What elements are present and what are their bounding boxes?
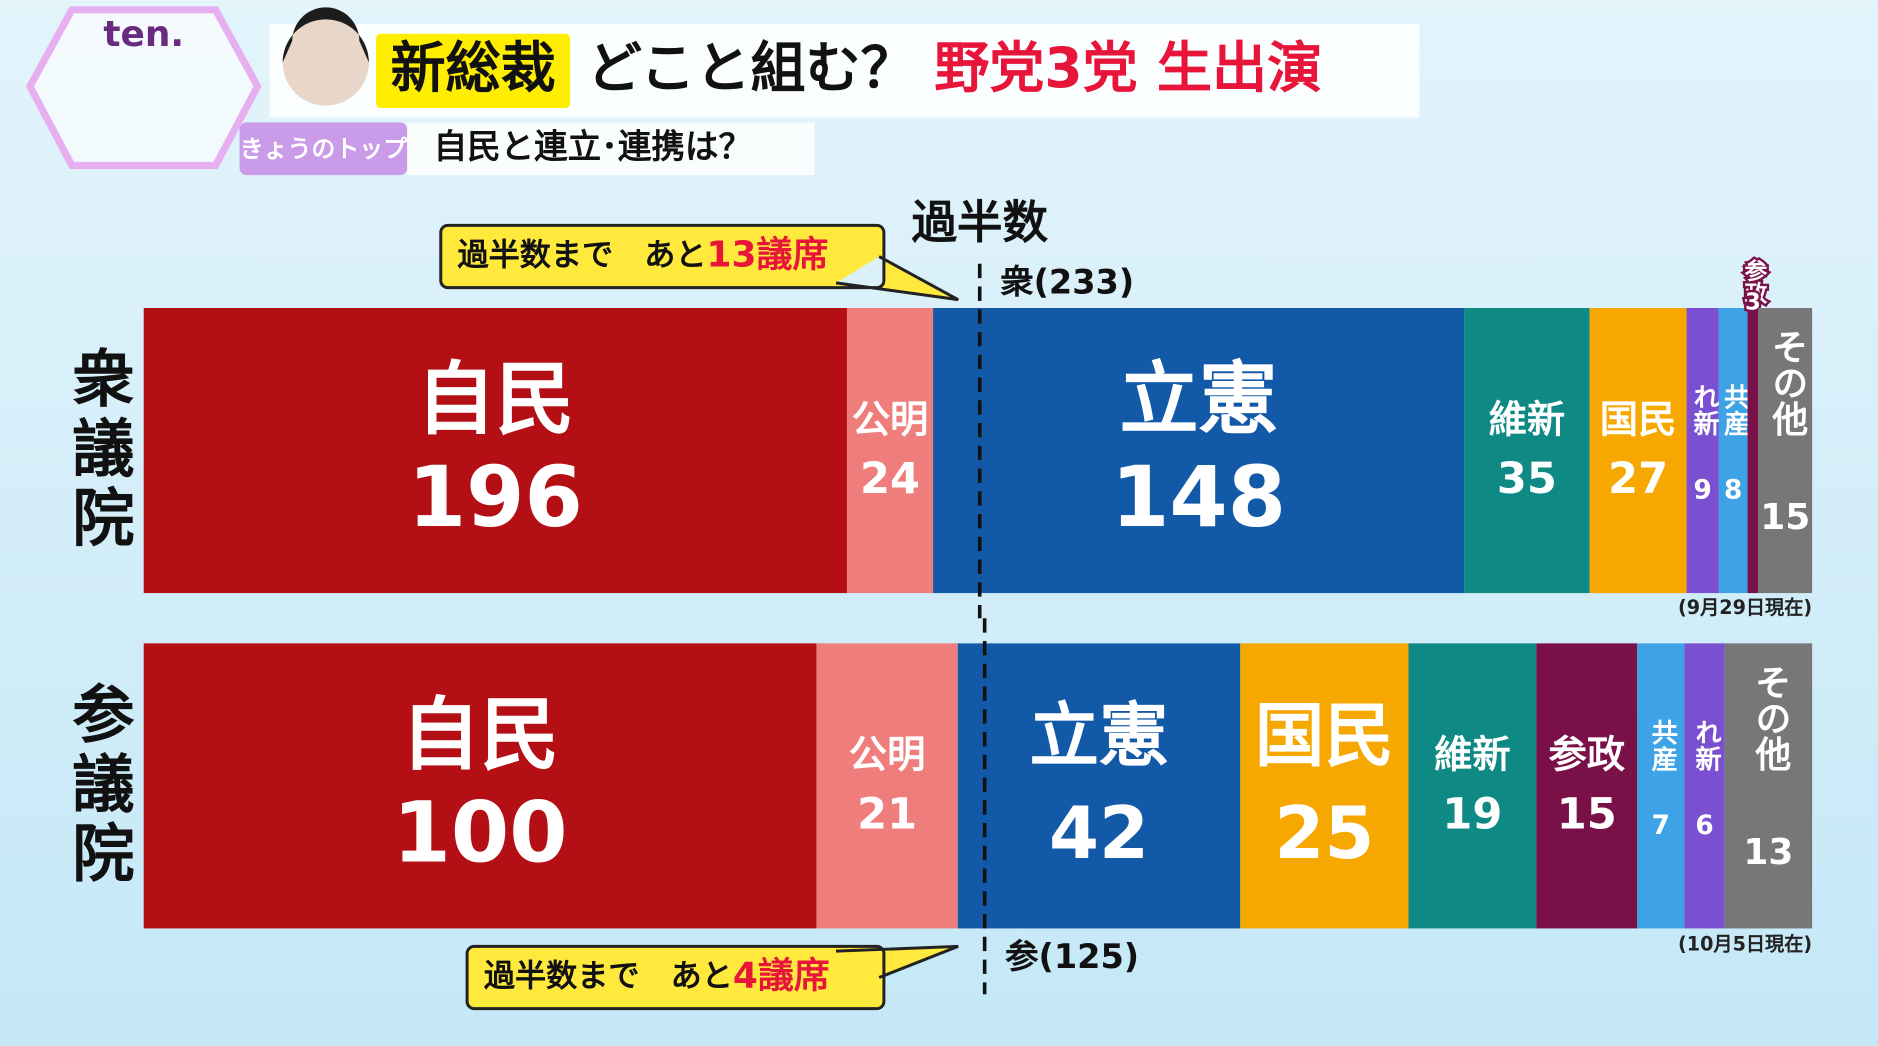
highlight: 新総裁 (390, 36, 555, 100)
segment-name: れ新 (1688, 383, 1719, 436)
note: (9月29日現在) (1678, 596, 1812, 619)
bar-segment (1637, 643, 1685, 929)
tag: きょうのトップ (240, 135, 408, 163)
row-label: 参議院 (61, 681, 134, 890)
callout-unit: 議席 (758, 956, 830, 997)
tag-box (239, 122, 408, 176)
segment-value: 24 (860, 454, 920, 504)
majority-label: 参(125) (1005, 937, 1139, 976)
segment-value: 3 (1745, 290, 1761, 316)
logo: ten. (103, 14, 184, 55)
bar-segment (143, 308, 847, 594)
segment-name: 自民 (416, 353, 574, 445)
segment-value: 7 (1652, 811, 1670, 841)
title: どこと組む？ (587, 36, 916, 100)
subtitle: 自民と連立･連携は？ (434, 127, 752, 166)
callout-text: 過半数まで あと (484, 959, 733, 995)
segment-value: 100 (393, 784, 568, 882)
majority-label: 衆(233) (1000, 263, 1134, 302)
bar-segment (1747, 308, 1759, 594)
bar-segment (957, 643, 1241, 929)
segment-value: 13 (1743, 832, 1793, 873)
bar-segment (1724, 643, 1813, 929)
bar-segment (1536, 643, 1638, 929)
segment-value: 196 (408, 448, 583, 546)
bar-segment (816, 643, 958, 929)
segment-name: 共産 (1646, 719, 1677, 773)
bar-segment (1686, 308, 1719, 594)
majority-title: 過半数 (911, 196, 1048, 249)
segment-name: 参政 (1740, 258, 1766, 306)
segment-name: 維新 (1434, 733, 1511, 778)
segment-name: 国民 (1255, 696, 1394, 776)
callout-text: 過半数まで あと (458, 238, 707, 274)
segment-name: 共産 (1719, 383, 1750, 437)
segment-value: 21 (857, 790, 917, 840)
segment-value: 42 (1049, 791, 1149, 875)
bar-segment (1684, 643, 1725, 929)
segment-name: 公明 (849, 733, 926, 778)
segment-name: れ新 (1690, 719, 1721, 772)
segment-value: 9 (1694, 476, 1712, 506)
segment-value: 35 (1497, 454, 1557, 504)
callout: 過半数まで あと4議席 (484, 956, 830, 997)
segment-name: その他 (1749, 664, 1792, 772)
row-label: 衆議院 (61, 346, 134, 555)
avatar (282, 19, 369, 106)
segment-name: その他 (1766, 328, 1809, 436)
bar-segment (1240, 643, 1409, 929)
segment-value: 25 (1274, 791, 1374, 875)
segment-name: 立憲 (1120, 353, 1278, 445)
title-red: 野党3党 生出演 (934, 36, 1322, 100)
callout-unit: 議席 (757, 235, 829, 276)
bar-segment (1718, 308, 1748, 594)
segment-name: 公明 (852, 397, 929, 442)
avatar-hair (282, 7, 369, 63)
segment-name: 自民 (401, 689, 559, 781)
logo-frame (25, 6, 262, 170)
bar-segment (143, 643, 817, 929)
bar-segment (1464, 308, 1590, 594)
bar-segment (933, 308, 1465, 594)
segment-value: 6 (1695, 811, 1713, 841)
callout-value: 13 (707, 235, 757, 276)
segment-value: 148 (1111, 448, 1286, 546)
callout-box (439, 223, 959, 302)
bar-segment (1589, 308, 1687, 594)
segment-value: 27 (1608, 454, 1668, 504)
segment-name: 国民 (1600, 397, 1677, 442)
segment-name: 参政 (1548, 733, 1625, 778)
callout: 過半数まで あと13議席 (458, 235, 829, 276)
segment-value: 19 (1442, 790, 1502, 840)
bar-segment (1758, 308, 1813, 594)
note: (10月5日現在) (1678, 933, 1812, 956)
segment-name: 立憲 (1030, 696, 1169, 776)
callout-box (465, 944, 959, 1011)
bar-segment (1408, 643, 1537, 929)
segment-name: 維新 (1489, 397, 1566, 442)
callout-value: 4 (733, 956, 758, 997)
segment-value: 15 (1760, 497, 1810, 538)
bar-segment (846, 308, 934, 594)
segment-value: 8 (1724, 476, 1742, 506)
highlight-box (376, 33, 571, 108)
subtitle-panel (407, 122, 815, 176)
segment-value: 15 (1557, 790, 1617, 840)
